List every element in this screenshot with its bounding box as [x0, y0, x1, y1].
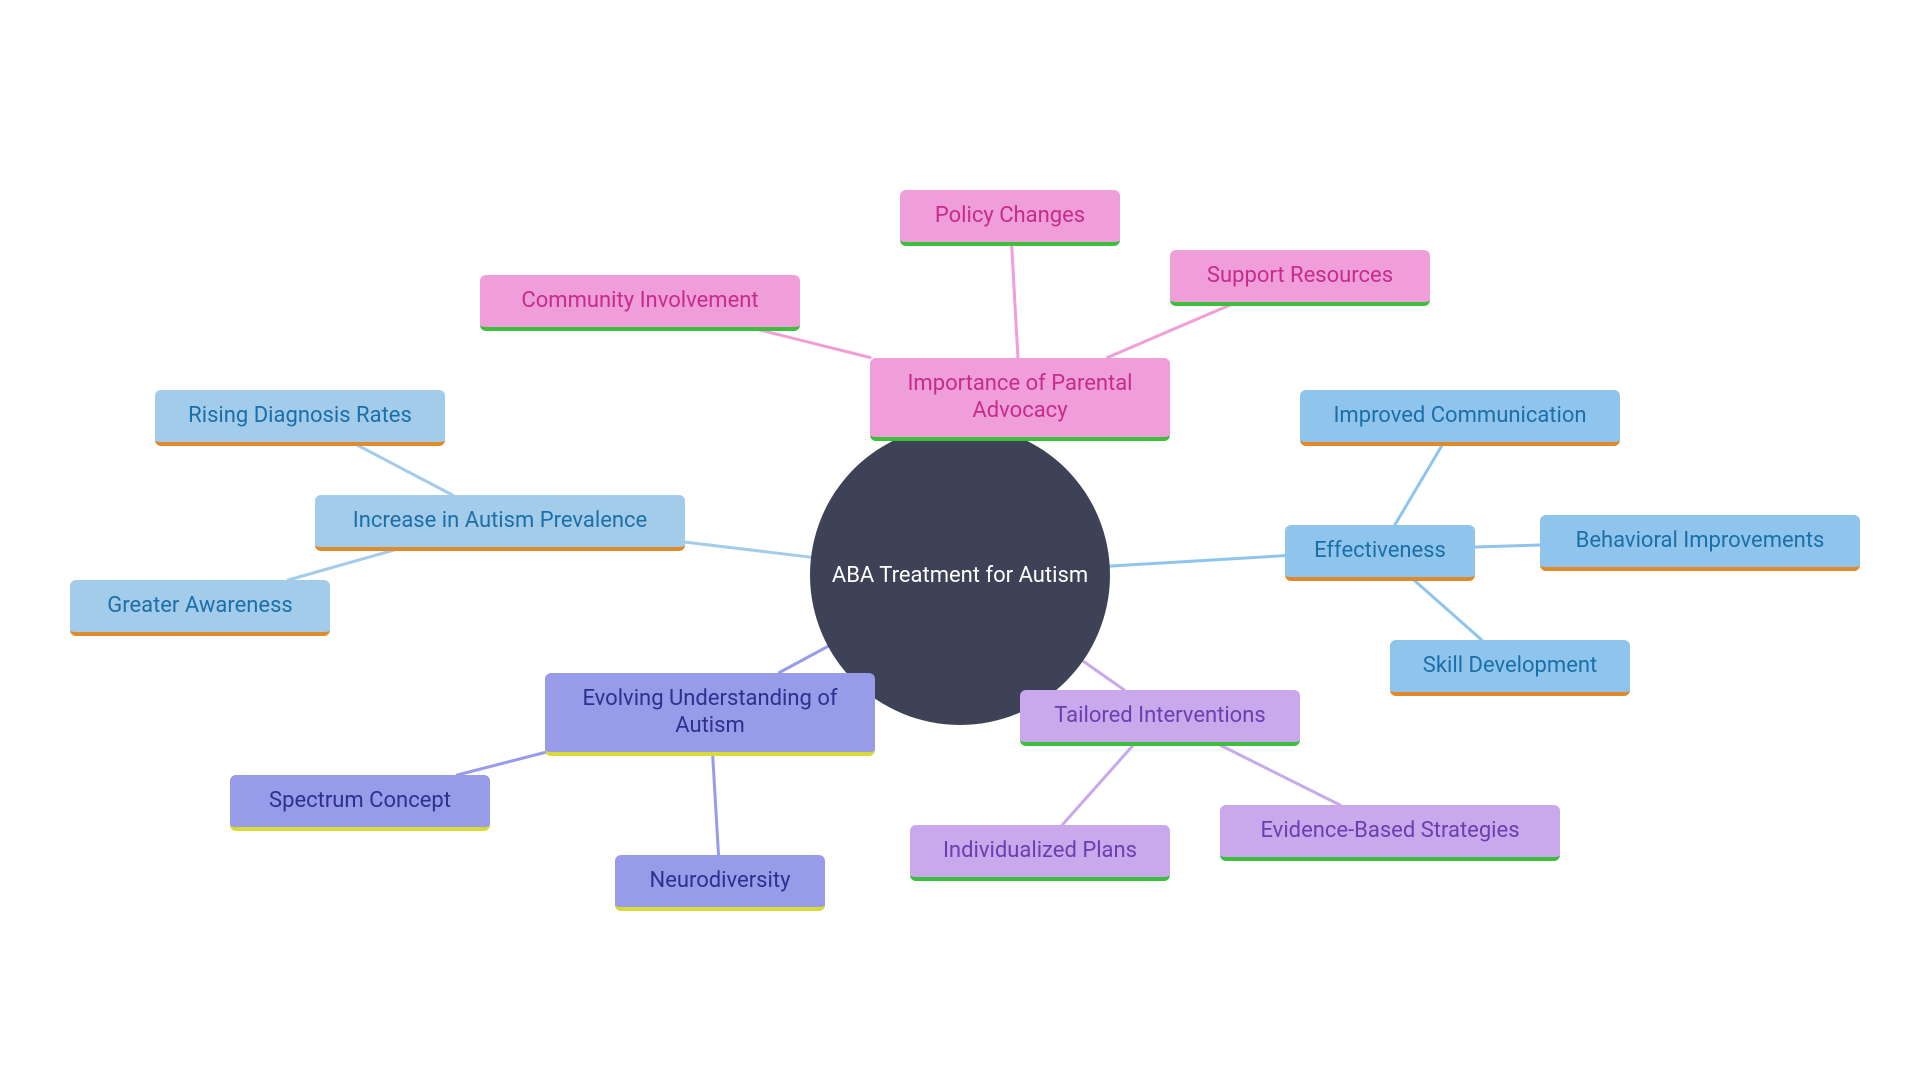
- node-label: Spectrum Concept: [269, 787, 451, 815]
- node-neurodiversity: Neurodiversity: [615, 855, 825, 911]
- node-label: Skill Development: [1423, 652, 1597, 680]
- node-tailored-interventions: Tailored Interventions: [1020, 690, 1300, 746]
- node-label: Increase in Autism Prevalence: [353, 507, 647, 535]
- node-label: Community Involvement: [521, 287, 758, 315]
- node-parental-advocacy: Importance of Parental Advocacy: [870, 358, 1170, 441]
- node-label: Rising Diagnosis Rates: [188, 402, 412, 430]
- node-label: Individualized Plans: [943, 837, 1137, 865]
- node-spectrum-concept: Spectrum Concept: [230, 775, 490, 831]
- node-greater-awareness: Greater Awareness: [70, 580, 330, 636]
- node-evolving-understanding: Evolving Understanding of Autism: [545, 673, 875, 756]
- node-label: Evidence-Based Strategies: [1260, 817, 1519, 845]
- node-individualized-plans: Individualized Plans: [910, 825, 1170, 881]
- node-label: Effectiveness: [1314, 537, 1446, 565]
- node-label: Evolving Understanding of Autism: [565, 685, 855, 740]
- node-label: Policy Changes: [935, 202, 1085, 230]
- node-label: Greater Awareness: [107, 592, 293, 620]
- node-improved-communication: Improved Communication: [1300, 390, 1620, 446]
- node-label: Support Resources: [1207, 262, 1393, 290]
- node-label: Importance of Parental Advocacy: [890, 370, 1150, 425]
- node-increase-prevalence: Increase in Autism Prevalence: [315, 495, 685, 551]
- node-label: Improved Communication: [1333, 402, 1586, 430]
- node-label: Tailored Interventions: [1054, 702, 1265, 730]
- node-label: Behavioral Improvements: [1576, 527, 1825, 555]
- mindmap-canvas: ABA Treatment for Autism Effectiveness Imp…: [0, 0, 1920, 1080]
- node-support-resources: Support Resources: [1170, 250, 1430, 306]
- node-evidence-based: Evidence-Based Strategies: [1220, 805, 1560, 861]
- node-community-involvement: Community Involvement: [480, 275, 800, 331]
- node-effectiveness: Effectiveness: [1285, 525, 1475, 581]
- node-rising-diagnosis: Rising Diagnosis Rates: [155, 390, 445, 446]
- node-policy-changes: Policy Changes: [900, 190, 1120, 246]
- center-label: ABA Treatment for Autism: [832, 563, 1088, 588]
- node-behavioral-improvements: Behavioral Improvements: [1540, 515, 1860, 571]
- node-skill-development: Skill Development: [1390, 640, 1630, 696]
- node-label: Neurodiversity: [650, 867, 791, 895]
